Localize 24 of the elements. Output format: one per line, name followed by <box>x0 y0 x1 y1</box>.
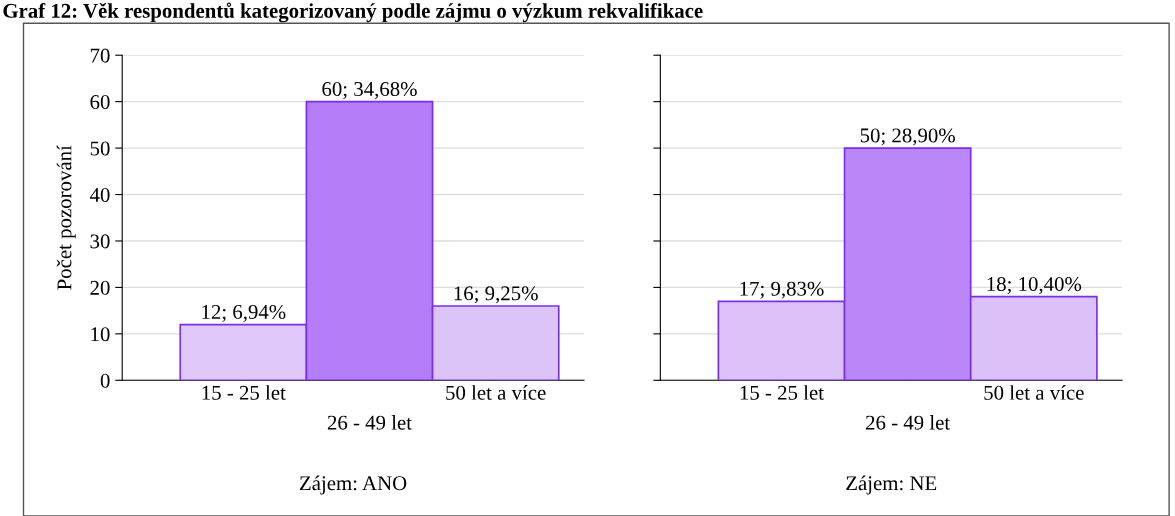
data-label: 12; 6,94% <box>202 304 286 322</box>
x-tick-label: 26 - 49 let <box>327 415 412 430</box>
data-label: 16; 9,25% <box>454 286 538 304</box>
y-tick-label: 50 <box>90 141 110 156</box>
data-label: 17; 9,83% <box>740 281 824 299</box>
y-axis-title: Počet pozorování <box>56 145 76 290</box>
y-tick-label: 40 <box>89 187 110 202</box>
y-tick-label: 0 <box>100 373 110 388</box>
y-tick-label: 60 <box>90 95 110 110</box>
x-tick-label: 15 - 25 let <box>202 385 286 400</box>
y-tick-label: 10 <box>91 327 110 342</box>
x-tick-label: 50 let a více <box>984 385 1084 400</box>
x-axis-title: Zájem: NE <box>846 475 937 495</box>
x-axis-title: Zájem: ANO <box>299 475 407 495</box>
data-label: 50; 28,90% <box>860 128 955 146</box>
y-tick-label: 30 <box>90 234 110 249</box>
x-tick-label: 26 - 49 let <box>866 415 951 430</box>
data-label: 18; 10,40% <box>987 277 1082 295</box>
x-tick-label: 50 let a více <box>446 385 546 400</box>
data-label: 60; 34,68% <box>322 81 417 100</box>
chart-title: Graf 12: Věk respondentů kategorizovaný podle zájmu o výzkum rekvalifikace <box>3 2 703 23</box>
x-tick-label: 15 - 25 let <box>740 385 824 400</box>
y-tick-label: 20 <box>90 280 110 295</box>
y-tick-label: 70 <box>90 48 110 63</box>
